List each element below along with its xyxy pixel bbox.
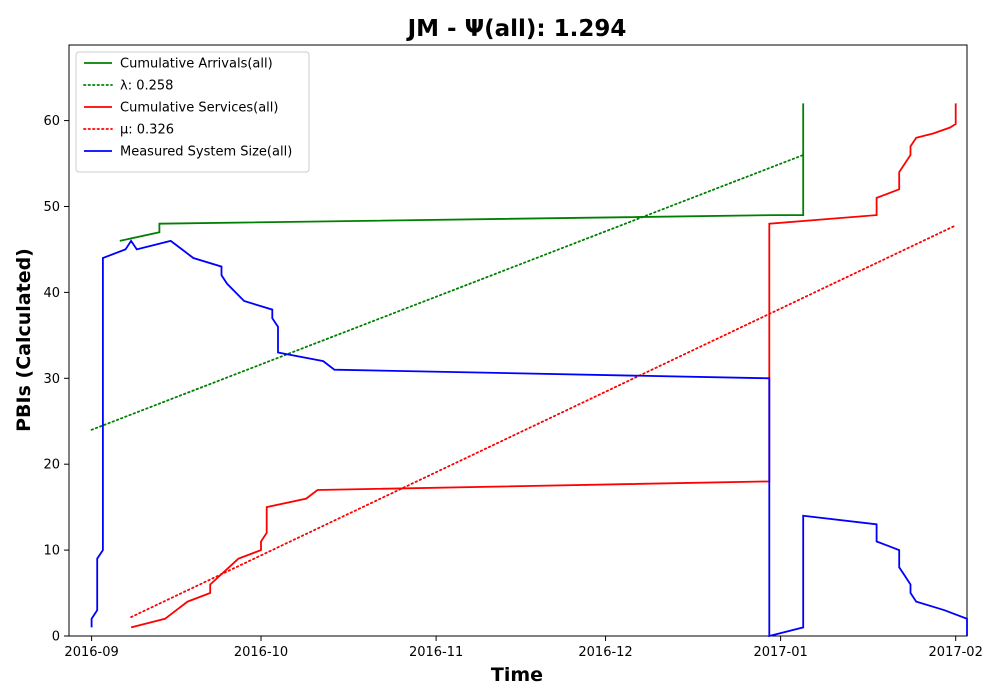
y-tick-label: 20: [43, 458, 60, 473]
x-axis-label: Time: [491, 664, 543, 686]
y-tick-label: 50: [43, 200, 60, 215]
x-tick-label: 2017-02: [929, 645, 983, 660]
x-tick-label: 2016-12: [578, 645, 632, 660]
legend-box: [75, 51, 310, 173]
y-tick-label: 10: [43, 544, 60, 559]
series-line-cumulative-services-all: [130, 103, 957, 629]
x-tick-label: 2016-09: [64, 645, 118, 660]
legend-label: Measured System Size(all): [120, 145, 292, 160]
legend-label: μ: 0.326: [120, 123, 174, 138]
y-tick-label: 0: [52, 630, 60, 645]
x-tick-label: 2016-11: [409, 645, 463, 660]
chart-title: JM - Ψ(all): 1.294: [406, 16, 627, 42]
series-line-cumulative-arrivals-all: [119, 103, 805, 242]
x-axis: 2016-09 2016-10 2016-11 2016-12 2017-01 2017-…: [64, 636, 983, 660]
y-tick-label: 60: [43, 114, 60, 129]
legend-label: Cumulative Arrivals(all): [120, 57, 273, 72]
series-layer: [90, 103, 968, 638]
y-axis: 0 10 20 30 40 50 60: [43, 114, 69, 645]
series-line-0-258: [90, 154, 805, 431]
x-tick-label: 2016-10: [234, 645, 288, 660]
series-line-0-326: [130, 224, 957, 618]
series-line-measured-system-size-all: [90, 239, 968, 638]
x-tick-label: 2017-01: [753, 645, 807, 660]
legend-label: Cumulative Services(all): [120, 101, 278, 116]
legend: Cumulative Arrivals(all) λ: 0.258 Cumulati…: [75, 51, 310, 173]
legend-label: λ: 0.258: [120, 79, 173, 94]
y-tick-label: 40: [43, 286, 60, 301]
y-tick-label: 30: [43, 372, 60, 387]
y-axis-label: PBIs (Calculated): [13, 248, 35, 432]
plot-area: [68, 44, 968, 637]
